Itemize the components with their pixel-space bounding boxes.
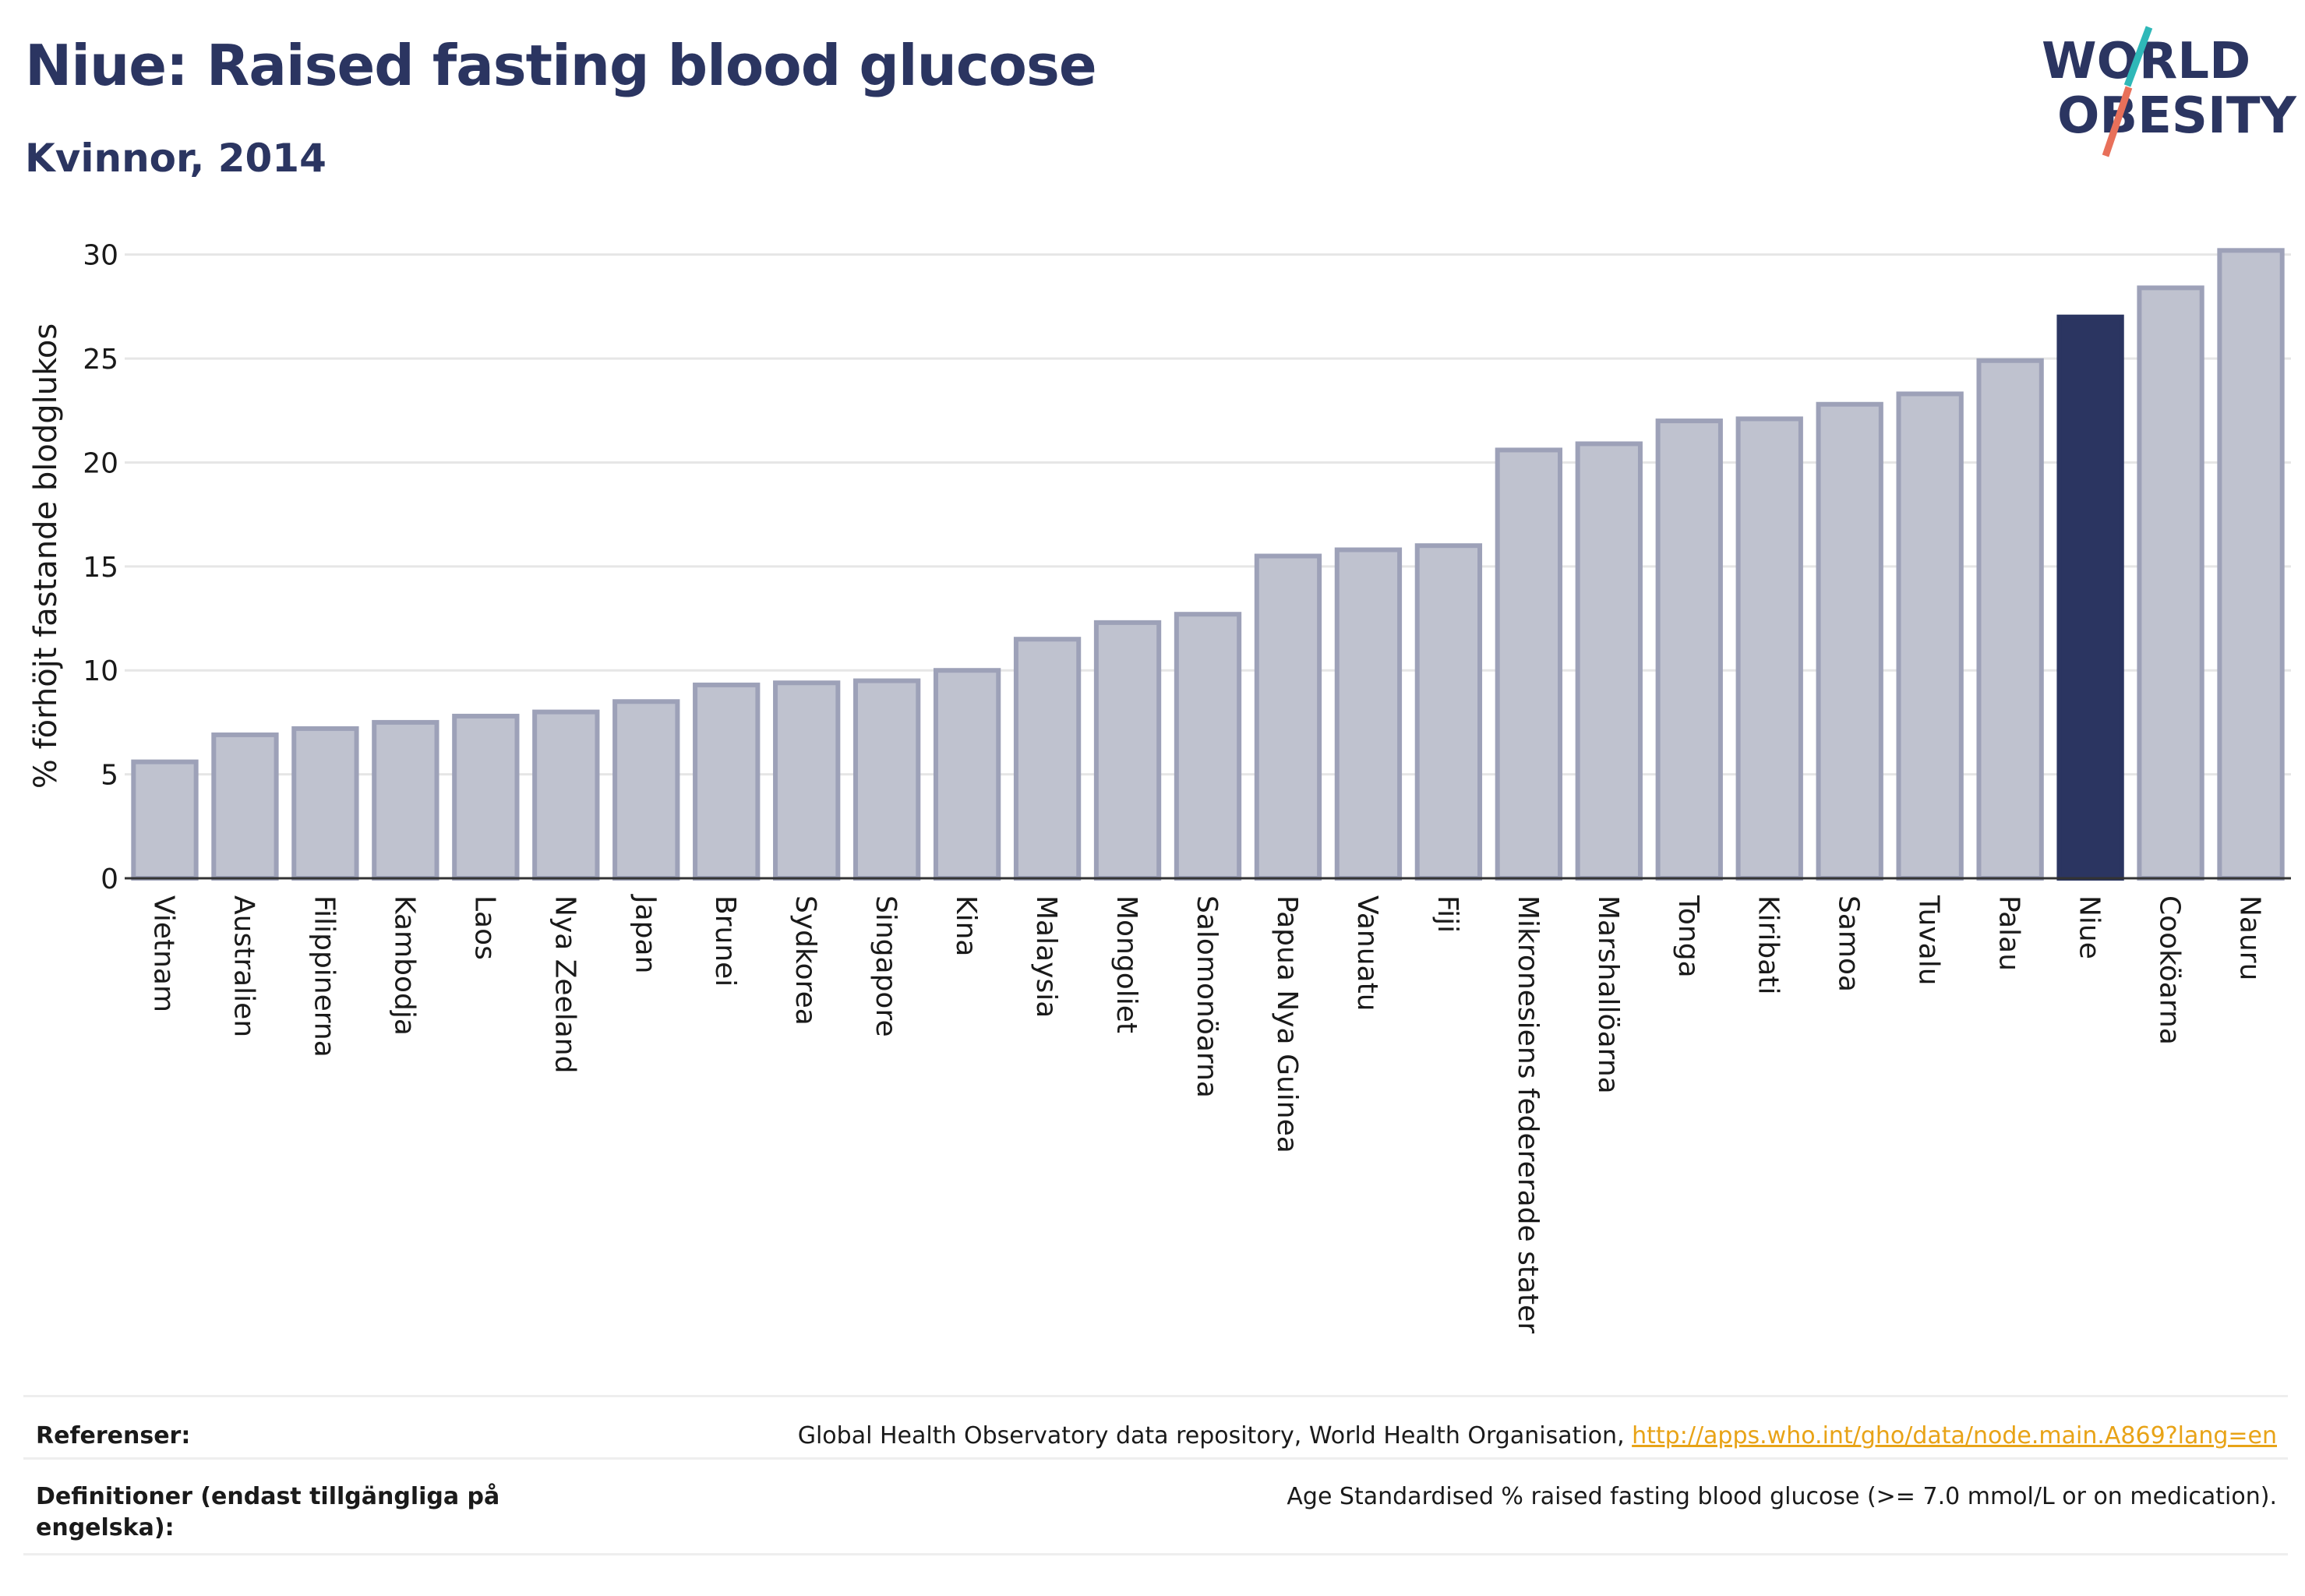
x-tick-label: Vietnam xyxy=(147,895,179,1012)
y-tick-label: 0 xyxy=(101,863,118,895)
bar-vanuatu xyxy=(1334,547,1403,881)
x-tick-label: Mongoliet xyxy=(1110,895,1142,1033)
bar-sydkorea xyxy=(773,680,841,881)
x-tick-label: Palau xyxy=(1993,895,2025,971)
bar-niue xyxy=(2056,314,2124,881)
x-tick-label: Vanuatu xyxy=(1351,895,1383,1012)
bar-singapore xyxy=(852,678,921,881)
bar-tuvalu xyxy=(1896,391,1964,881)
bar-australien xyxy=(211,732,279,881)
y-tick-label: 25 xyxy=(83,344,118,376)
world-obesity-logo: WORLD OBESITY xyxy=(2042,26,2296,157)
bar-mikronesiens-federerade-stater xyxy=(1495,447,1563,881)
bars xyxy=(131,248,2285,881)
bar-kina xyxy=(933,668,1001,881)
bar-cooköarna xyxy=(2137,285,2204,881)
bar-laos xyxy=(452,713,520,881)
bar-palau xyxy=(1976,358,2044,881)
x-tick-label: Nya Zeeland xyxy=(549,895,581,1073)
y-axis-label: % förhöjt fastande blodglukos xyxy=(28,323,64,789)
x-tick-label: Australien xyxy=(228,895,259,1037)
bar-marshallöarna xyxy=(1575,441,1643,881)
x-tick-label: Tuvalu xyxy=(1913,895,1945,986)
logo-slash-teal xyxy=(2123,26,2153,87)
y-tick-label: 10 xyxy=(83,655,118,687)
references-row: Referenser: Global Health Observatory da… xyxy=(23,1395,2288,1457)
references-value: Global Health Observatory data repositor… xyxy=(798,1421,2288,1452)
x-tick-label: Samoa xyxy=(1833,895,1865,992)
bar-brunei xyxy=(693,682,761,881)
x-tick-label: Fiji xyxy=(1431,895,1463,933)
bar-tonga xyxy=(1655,418,1723,881)
definitions-label: Definitioner (endast tillgängliga på eng… xyxy=(36,1483,500,1541)
y-tick-label: 20 xyxy=(83,447,118,479)
x-tick-label: Marshallöarna xyxy=(1592,895,1624,1094)
y-tick-label: 15 xyxy=(83,552,118,584)
y-tick-label: 5 xyxy=(101,760,118,792)
y-tick-label: 30 xyxy=(83,240,118,272)
definitions-value: Age Standardised % raised fasting blood … xyxy=(1287,1483,2277,1510)
x-tick-label: Filippinerna xyxy=(308,895,340,1058)
x-tick-label: Papua Nya Guinea xyxy=(1271,895,1303,1153)
x-tick-label: Malaysia xyxy=(1030,895,1062,1018)
bar-chart: 0 5 10 15 20 25 30 Vietnam Australien Filippiner… xyxy=(28,240,2291,1333)
bar-kiribati xyxy=(1735,416,1803,881)
x-tick-label: Sydkorea xyxy=(789,895,821,1026)
chart-title: Niue: Raised fasting blood glucose xyxy=(25,33,1097,98)
x-tick-label: Kambodja xyxy=(388,895,420,1036)
bar-salomonöarna xyxy=(1174,612,1242,881)
definitions-row: Definitioner (endast tillgängliga på eng… xyxy=(23,1457,2288,1555)
chart-subtitle: Kvinnor, 2014 xyxy=(25,136,327,181)
bar-samoa xyxy=(1816,401,1883,881)
references-link[interactable]: http://apps.who.int/gho/data/node.main.A… xyxy=(1632,1422,2277,1449)
bar-nya-zeeland xyxy=(532,709,600,881)
x-tick-label: Brunei xyxy=(709,895,741,987)
x-tick-label: Tonga xyxy=(1672,895,1704,978)
bar-malaysia xyxy=(1013,637,1082,881)
bar-papua-nya-guinea xyxy=(1254,553,1322,881)
y-axis-ticks: 0 5 10 15 20 25 30 xyxy=(83,240,118,895)
x-tick-label: Niue xyxy=(2074,895,2106,959)
bar-fiji xyxy=(1414,543,1483,881)
x-tick-label: Kiribati xyxy=(1753,895,1784,994)
x-tick-label: Mikronesiens federerade stater xyxy=(1512,895,1544,1333)
references-label: Referenser: xyxy=(36,1422,191,1449)
x-tick-label: Cooköarna xyxy=(2154,895,2186,1045)
bar-kambodja xyxy=(372,719,439,881)
bar-japan xyxy=(612,699,680,881)
logo-slash-coral xyxy=(2102,86,2133,157)
x-tick-label: Laos xyxy=(468,895,500,960)
bar-mongoliet xyxy=(1093,620,1162,881)
x-tick-label: Kina xyxy=(950,895,982,957)
bar-filippinerna xyxy=(291,726,359,881)
bar-vietnam xyxy=(131,759,199,881)
logo-line2: OBESITY xyxy=(2057,87,2296,145)
x-tick-label: Singapore xyxy=(870,895,902,1037)
references-text: Global Health Observatory data repositor… xyxy=(797,1422,1633,1449)
bar-nauru xyxy=(2217,248,2285,881)
x-axis-ticks: Vietnam Australien Filippinerna Kambodja Lao… xyxy=(147,894,2265,1333)
x-tick-label: Nauru xyxy=(2234,895,2266,980)
x-tick-label: Salomonöarna xyxy=(1191,895,1223,1098)
x-tick-label: Japan xyxy=(629,894,661,973)
footer: Referenser: Global Health Observatory da… xyxy=(23,1395,2288,1555)
